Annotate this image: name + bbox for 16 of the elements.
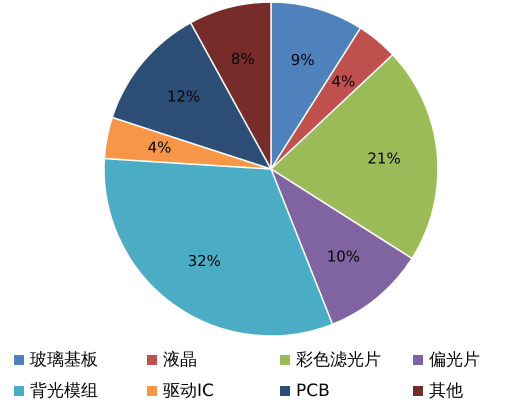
legend-label: 偏光片 xyxy=(429,350,480,370)
legend-label: 驱动IC xyxy=(163,381,214,401)
data-label: 9% xyxy=(290,50,315,69)
data-label: 10% xyxy=(326,248,360,266)
data-label: 12% xyxy=(166,88,200,106)
data-label: 8% xyxy=(230,50,255,68)
legend-label: 液晶 xyxy=(163,350,197,370)
data-label: 21% xyxy=(367,149,401,168)
legend-label: 背光模组 xyxy=(30,381,98,401)
data-label: 4% xyxy=(148,138,172,157)
legend-label: 其他 xyxy=(429,381,463,401)
data-label: 4% xyxy=(331,72,356,90)
legend-label: 彩色滤光片 xyxy=(296,350,381,370)
data-label: 32% xyxy=(188,252,221,270)
legend-label: PCB xyxy=(296,381,330,401)
legend-label: 玻璃基板 xyxy=(30,350,98,370)
